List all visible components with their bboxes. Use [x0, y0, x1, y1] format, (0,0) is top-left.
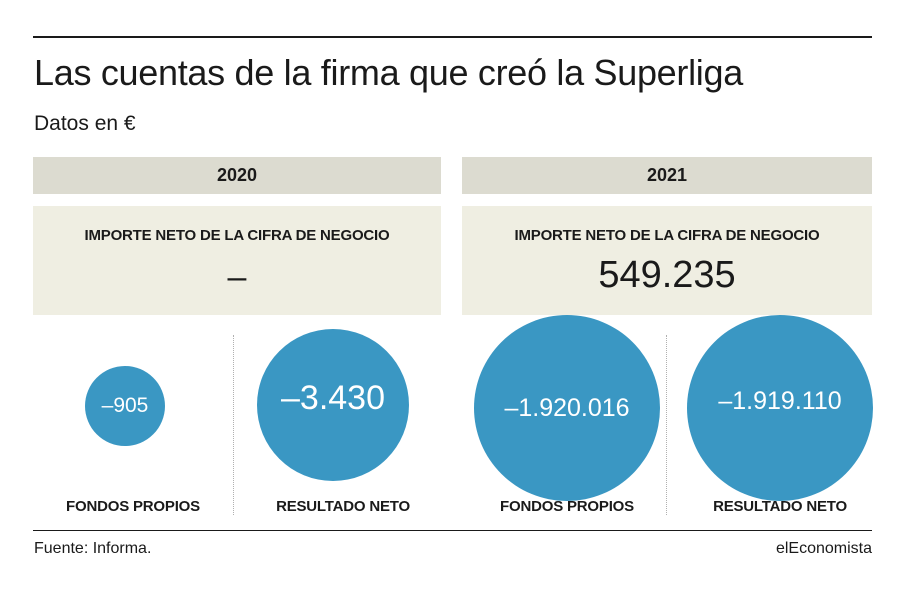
bubble-label: FONDOS PROPIOS — [500, 498, 634, 515]
year-header-2021: 2021 — [462, 157, 872, 194]
bubble-label: RESULTADO NETO — [713, 498, 847, 515]
brand-logo: elEconomista — [775, 540, 872, 557]
column-divider — [233, 335, 234, 515]
year-header-2020: 2020 — [33, 157, 441, 194]
revenue-label: IMPORTE NETO DE LA CIFRA DE NEGOCIO — [514, 227, 820, 244]
source-note: Fuente: Informa. — [34, 540, 152, 557]
bubble-label: FONDOS PROPIOS — [66, 498, 200, 515]
bottom-rule — [33, 530, 872, 531]
bubble-2020-resultado-neto: –3.430 — [257, 329, 409, 481]
revenue-label: IMPORTE NETO DE LA CIFRA DE NEGOCIO — [84, 227, 390, 244]
chart-subtitle: Datos en € — [34, 112, 136, 135]
revenue-box-2020: IMPORTE NETO DE LA CIFRA DE NEGOCIO – — [33, 206, 441, 315]
revenue-box-2021: IMPORTE NETO DE LA CIFRA DE NEGOCIO 549.… — [462, 206, 872, 315]
bubble-2020-fondos-propios: –905 — [85, 366, 165, 446]
top-rule — [33, 36, 872, 38]
bubble-2021-resultado-neto: –1.919.110 — [687, 315, 873, 501]
revenue-value: 549.235 — [598, 254, 736, 296]
bubble-2021-fondos-propios: –1.920.016 — [474, 315, 660, 501]
revenue-value: – — [227, 258, 247, 296]
column-divider — [666, 335, 667, 515]
bubble-label: RESULTADO NETO — [276, 498, 410, 515]
chart-title: Las cuentas de la firma que creó la Supe… — [34, 52, 743, 93]
